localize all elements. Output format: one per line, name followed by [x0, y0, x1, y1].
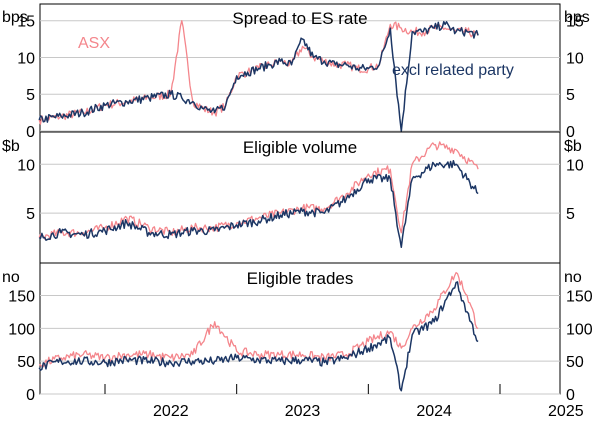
y-tick-label-left: 15: [17, 14, 35, 31]
y-tick-label-right: 5: [566, 87, 575, 104]
unit-label-left: $b: [2, 138, 20, 155]
y-tick-label-right: 10: [566, 157, 584, 174]
series-line-asx: [38, 271, 479, 368]
series-line-excl-related-party: [38, 281, 479, 392]
y-tick-label-right: 150: [566, 289, 593, 306]
x-tick-label: 2024: [416, 403, 452, 420]
legend-excl-related-party: excl related party: [392, 62, 514, 79]
unit-label-right: bps: [564, 9, 590, 26]
y-tick-label-right: 50: [566, 354, 584, 371]
unit-label-left: bps: [2, 9, 28, 26]
y-tick-label-left: 5: [26, 206, 35, 223]
x-tick-label: 2023: [285, 403, 321, 420]
y-tick-label-right: 15: [566, 14, 584, 31]
x-axis: 2022 2023 2024 2025: [104, 384, 584, 420]
unit-label-right: $b: [564, 138, 582, 155]
panel-title: Eligible volume: [243, 138, 357, 157]
x-tick-label: 2025: [548, 403, 584, 420]
unit-label-right: no: [564, 269, 582, 286]
panel-title: Spread to ES rate: [232, 9, 367, 28]
y-tick-label-right: 100: [566, 321, 593, 338]
y-tick-label-left: 150: [8, 289, 35, 306]
x-tick-label: 2022: [153, 403, 189, 420]
series-line-excl-related-party: [38, 20, 479, 132]
series-line-asx: [38, 141, 479, 241]
y-tick-label-left: 10: [17, 157, 35, 174]
y-tick-label-right: 0: [566, 387, 575, 404]
y-tick-label-right: 5: [566, 206, 575, 223]
panel-2: 5 5 10 10 $b $b Eligible volume: [2, 131, 584, 249]
y-tick-label-left: 0: [26, 387, 35, 404]
y-tick-label-left: 100: [8, 321, 35, 338]
y-tick-label-left: 50: [17, 354, 35, 371]
legend-asx: ASX: [78, 35, 110, 52]
y-tick-label-left: 10: [17, 50, 35, 67]
series-line-excl-related-party: [38, 159, 479, 249]
panel-title: Eligible trades: [247, 269, 354, 288]
y-tick-label-left: 5: [26, 87, 35, 104]
y-tick-label-right: 10: [566, 50, 584, 67]
panel-3: 0 0 50 50 100 100 150 150 no no Eligible trades: [2, 262, 593, 404]
unit-label-left: no: [2, 269, 20, 286]
y-tick-label-left: 0: [26, 124, 35, 141]
y-tick-label-right: 0: [566, 124, 575, 141]
